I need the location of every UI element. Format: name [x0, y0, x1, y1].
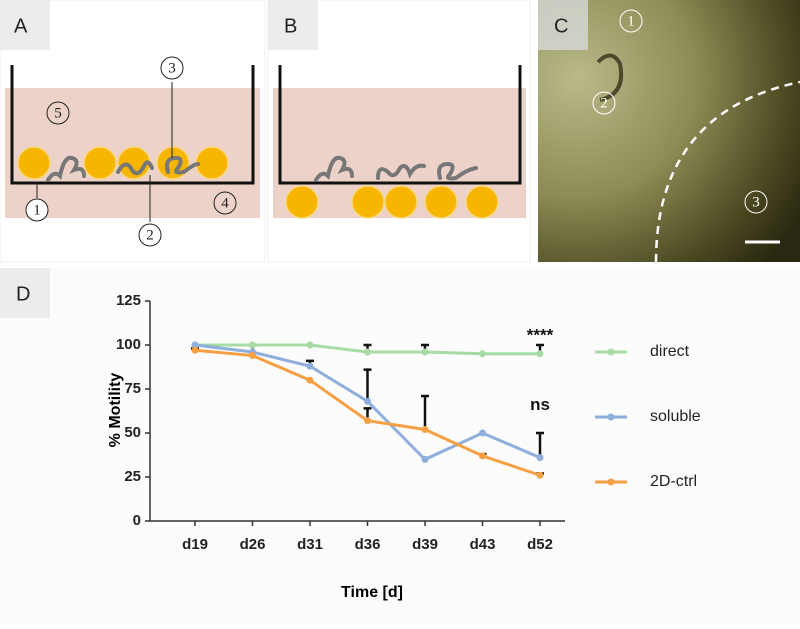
x-tick-label: d52 [527, 536, 553, 553]
data-point [364, 348, 371, 356]
worms [46, 155, 200, 182]
marker: 1 [627, 13, 635, 29]
insert-wall [278, 65, 522, 185]
panel-label: A [14, 15, 28, 37]
data-point [191, 341, 199, 349]
data-point [364, 397, 371, 405]
data-point [249, 352, 256, 360]
x-tick-label: d26 [240, 536, 266, 553]
data-point [536, 350, 544, 358]
marker: 4 [221, 195, 229, 211]
panel-label-box [0, 0, 50, 50]
y-tick-label: 125 [116, 292, 141, 309]
markers: 1 2 3 4 5 [25, 56, 237, 247]
data-point [191, 346, 199, 354]
legend-label: 2D-ctrl [650, 473, 697, 490]
panel-b: B [267, 0, 531, 263]
y-axis-label: % Motility [107, 373, 124, 448]
data-point [249, 341, 256, 349]
error-bar [363, 368, 372, 402]
error-bar [421, 394, 429, 430]
panel-label-box [0, 268, 50, 318]
cells [17, 146, 229, 180]
panel-a: A 1 2 3 4 5 [0, 0, 266, 263]
legend-swatch-dot [607, 348, 615, 356]
legend-label: soluble [650, 408, 701, 425]
y-tick-label: 25 [124, 468, 141, 485]
marker: 2 [146, 227, 154, 243]
x-tick-label: d36 [355, 536, 381, 553]
marker: 5 [54, 105, 62, 121]
panel-c: C 1 2 3 [538, 0, 800, 263]
cells [285, 185, 499, 219]
data-point [479, 429, 486, 437]
panel-label-box [538, 0, 588, 50]
data-point [421, 425, 429, 433]
panel-frame [0, 268, 800, 624]
x-tick-label: d39 [412, 536, 438, 553]
y-tick-label: 0 [133, 512, 141, 529]
x-axis-label: Time [d] [341, 584, 403, 601]
annotation: ns [530, 395, 550, 414]
panel-label: B [284, 15, 297, 37]
marker: 3 [752, 194, 760, 210]
legend-swatch-dot [607, 413, 615, 421]
data-point [479, 350, 486, 358]
x-tick-label: d19 [182, 536, 208, 553]
insert-wall [10, 65, 255, 185]
data-point [364, 417, 371, 425]
marker: 3 [168, 60, 176, 76]
legend-swatch-dot [607, 478, 615, 486]
worm [596, 53, 623, 102]
x-tick-label: d43 [470, 536, 496, 553]
data-point [421, 455, 429, 463]
annotation: **** [527, 325, 554, 344]
y-tick-label: 50 [124, 424, 141, 441]
panel-label: D [16, 283, 30, 305]
y-tick-label: 75 [124, 380, 141, 397]
error-bar [536, 431, 544, 458]
data-point [421, 348, 429, 356]
panel-label-box [268, 0, 318, 50]
worms [314, 155, 478, 182]
data-point [306, 362, 314, 370]
marker: 2 [600, 95, 608, 111]
data-point [536, 454, 544, 462]
panel-d: D Time [d] % Motility [0, 268, 800, 624]
x-tick-label: d31 [297, 536, 323, 553]
panel-label: C [554, 15, 568, 37]
boundary [654, 80, 800, 263]
data-point [479, 452, 486, 460]
data-point [306, 341, 314, 349]
data-point [306, 376, 314, 384]
data-point [536, 471, 544, 479]
legend-label: direct [650, 343, 690, 360]
marker: 1 [33, 202, 41, 218]
y-tick-label: 100 [116, 336, 141, 353]
